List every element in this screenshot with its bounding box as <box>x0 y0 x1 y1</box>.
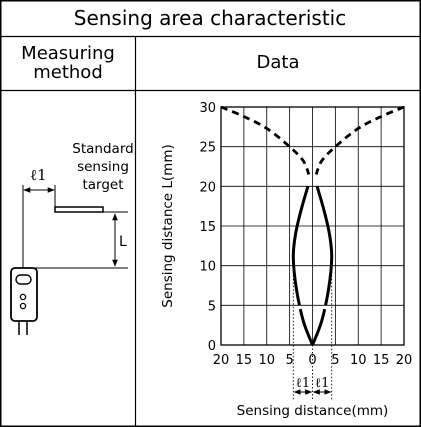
sensor-window <box>15 274 32 285</box>
series-curve-solid-left <box>291 185 314 346</box>
x-tick-label-1: 15 <box>236 353 253 368</box>
measuring-method-diagram: ℓ1 Standard sensing target L <box>10 141 134 335</box>
target-label-line2: sensing <box>77 159 129 175</box>
target-label-line1: Standard <box>72 141 133 157</box>
x-tick-label-7: 15 <box>373 353 390 368</box>
y-tick-label-1: 5 <box>208 299 216 314</box>
sensor-body <box>10 267 38 335</box>
x-tick-label-3: 5 <box>285 353 293 368</box>
y-tick-label-2: 10 <box>199 260 216 275</box>
x-tick-label-5: 5 <box>331 353 339 368</box>
l1-dimension-label-right: ℓ1 <box>315 376 330 391</box>
series-curve-dashed-left <box>220 105 311 175</box>
y-tick-label-5: 25 <box>199 141 216 156</box>
series-curve-solid-right <box>311 185 334 346</box>
series-curve-dashed-right <box>314 105 405 175</box>
x-tick-label-8: 20 <box>396 353 413 368</box>
y-tick-label-6: 30 <box>199 101 216 116</box>
standard-sensing-target <box>54 206 104 213</box>
sensor-indicator-1 <box>19 293 27 301</box>
column-header-measuring-method: Measuring method <box>21 42 115 83</box>
x-tick-label-6: 10 <box>350 353 367 368</box>
y-axis-label: Sensing distance L(mm) <box>160 144 176 307</box>
y-tick-label-4: 20 <box>199 180 216 195</box>
y-tick-label-0: 0 <box>208 339 216 354</box>
y-tick-label-3: 15 <box>199 220 216 235</box>
l1-dimension-label-left: ℓ1 <box>296 376 311 391</box>
L-label: L <box>119 234 127 250</box>
l1-label: ℓ1 <box>30 166 47 184</box>
sensor-indicator-2 <box>19 302 27 310</box>
column-header-data: Data <box>256 52 300 74</box>
x-axis-label: Sensing distance(mm) <box>237 403 389 419</box>
x-tick-label-0: 20 <box>213 353 230 368</box>
x-tick-label-2: 10 <box>258 353 275 368</box>
table-title: Sensing area characteristic <box>73 6 347 30</box>
target-label-line3: target <box>82 177 123 193</box>
